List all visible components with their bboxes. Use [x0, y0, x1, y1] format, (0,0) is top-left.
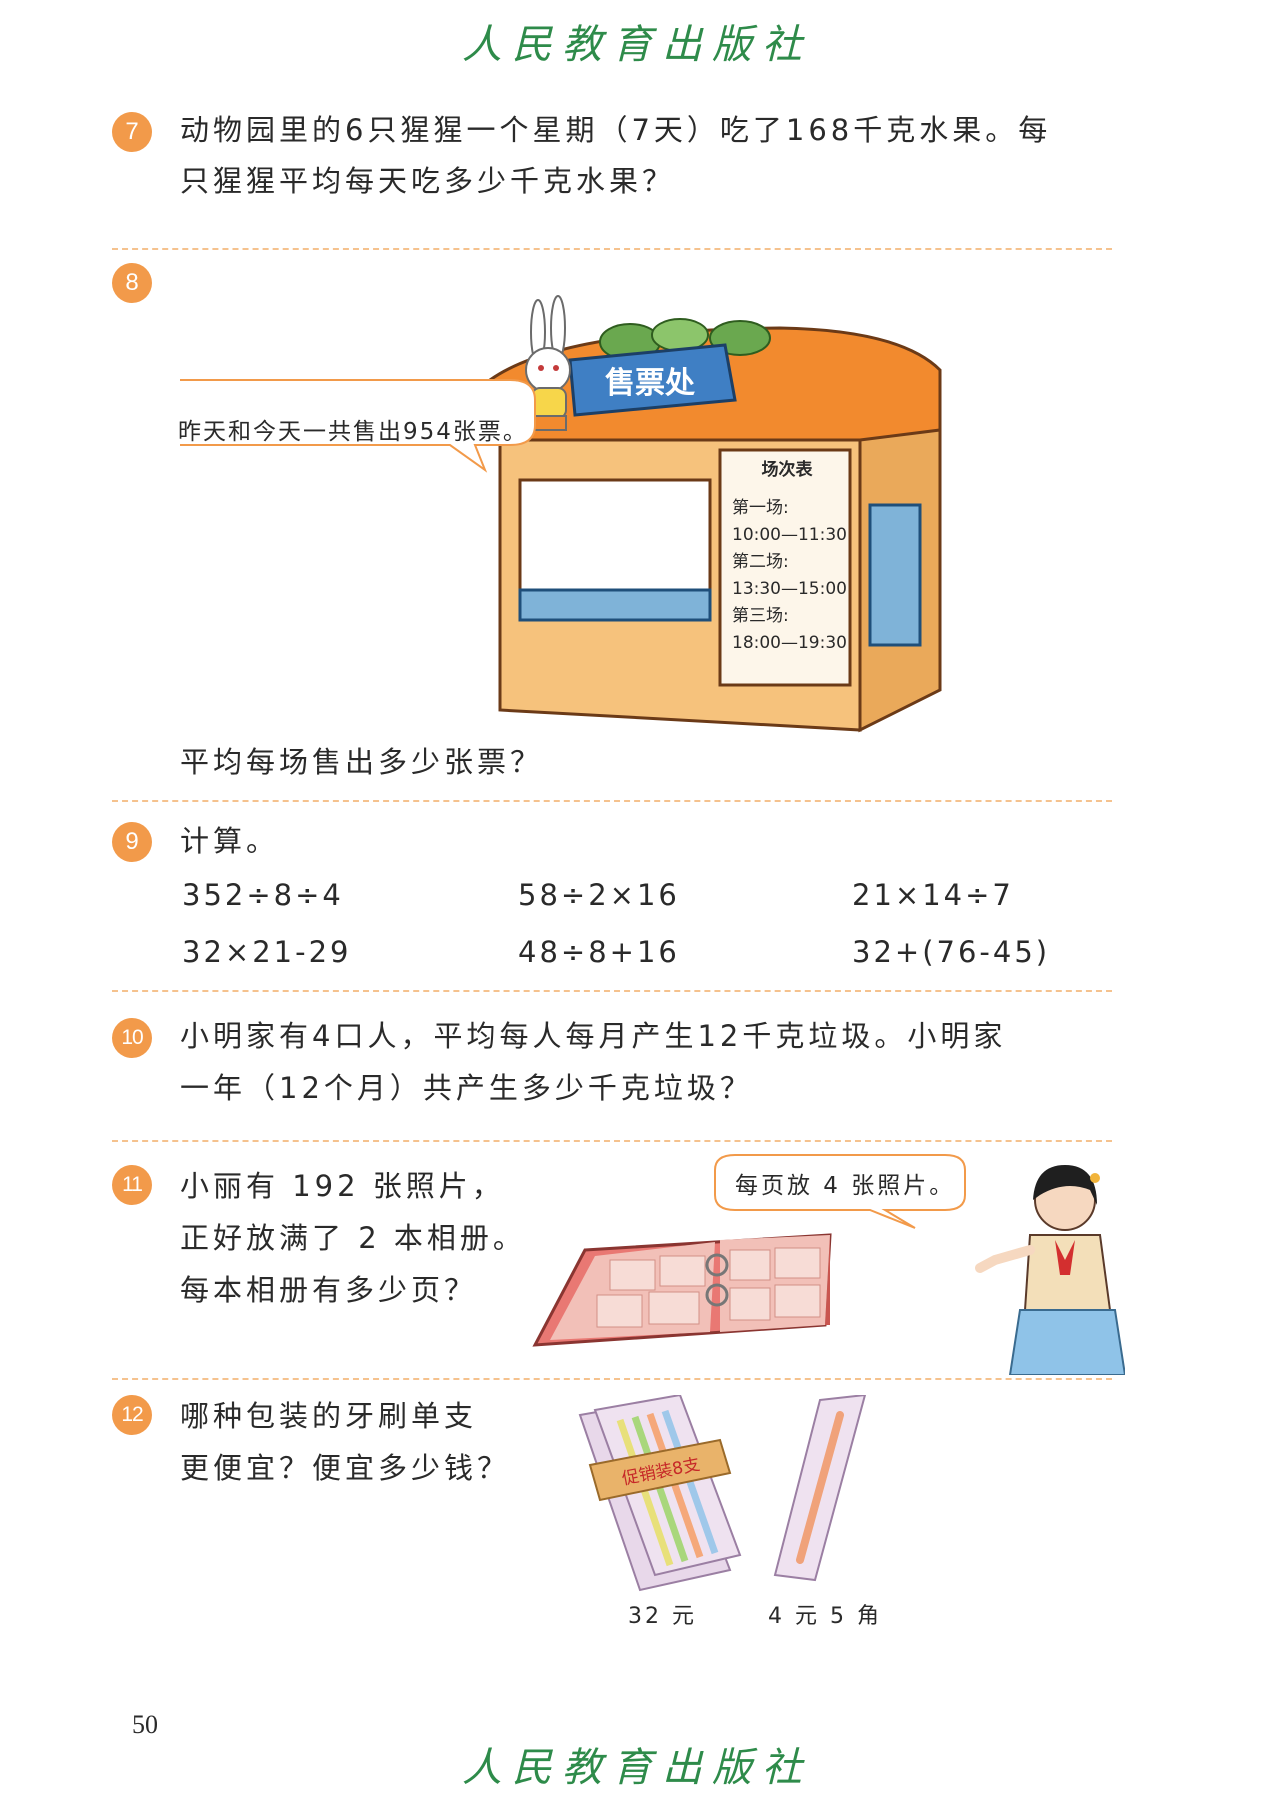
problem-7-line2: 只猩猩平均每天吃多少千克水果？: [180, 164, 676, 198]
schedule-title: 场次表: [761, 460, 813, 480]
expression: 32+(76-45): [852, 935, 1051, 969]
problem-number-7: 7: [112, 112, 152, 152]
toothbrush-single: [773, 1395, 867, 1582]
ticket-booth-illustration: 售票处: [180, 295, 942, 733]
problem-10-line2: 一年（12个月）共产生多少千克垃圾？: [180, 1071, 753, 1105]
schedule-item: 18:00—19:30: [732, 633, 847, 653]
problem-7-line1: 动物园里的6只猩猩一个星期（7天）吃了168千克水果。每: [180, 113, 1052, 147]
problem-number-10: 10: [112, 1018, 152, 1058]
schedule-list: 第一场: 10:00—11:30 第二场: 13:30—15:00 第三场: 1…: [732, 495, 847, 657]
schedule-item: 第二场:: [732, 552, 789, 572]
expression: 352÷8÷4: [182, 878, 344, 912]
toothbrush-illustration: 促销装8支: [578, 1395, 867, 1592]
separator: [112, 1140, 1112, 1142]
problem-11-line3: 每本相册有多少页？: [180, 1273, 478, 1307]
separator: [112, 990, 1112, 992]
price-single: 4 元 5 角: [768, 1604, 882, 1629]
problem-12-line1: 哪种包装的牙刷单支: [180, 1399, 478, 1433]
problem-number-9: 9: [112, 822, 152, 862]
expression: 48÷8+16: [518, 935, 680, 969]
girl-character: [975, 1165, 1125, 1375]
leaves-decoration: [599, 318, 771, 361]
schedule-item: 13:30—15:00: [732, 579, 847, 599]
problem-12-line2: 更便宜？便宜多少钱？: [180, 1451, 511, 1485]
page-number: 50: [132, 1710, 158, 1739]
problem-10-line1: 小明家有4口人，平均每人每月产生12千克垃圾。小明家: [180, 1019, 1007, 1053]
problem-number-8: 8: [112, 263, 152, 303]
problem-number-11: 11: [112, 1165, 152, 1205]
expression: 32×21-29: [182, 935, 352, 969]
separator: [112, 248, 1112, 250]
problem-number-12: 12: [112, 1395, 152, 1435]
problem-11-line1: 小丽有 192 张照片，: [180, 1169, 505, 1203]
problem-8-question: 平均每场售出多少张票？: [180, 745, 544, 779]
problem-9-instruction: 计算。: [180, 824, 280, 858]
rabbit-mascot: [525, 295, 571, 431]
photo-album-illustration: [532, 1154, 1125, 1375]
publisher-logo-top: 人民教育出版社: [462, 22, 812, 68]
album: [532, 1233, 832, 1347]
separator: [112, 800, 1112, 802]
toothbrush-pack: 促销装8支: [578, 1395, 742, 1592]
publisher-logo-bottom: 人民教育出版社: [462, 1745, 812, 1791]
speech-bubble-text: 昨天和今天一共售出954张票。: [178, 419, 528, 445]
speech-bubble-text: 每页放 4 张照片。: [735, 1173, 956, 1199]
expression: 21×14÷7: [852, 878, 1014, 912]
schedule-item: 第一场:: [732, 498, 789, 518]
separator: [112, 1378, 1112, 1380]
problem-11-line2: 正好放满了 2 本相册。: [180, 1221, 526, 1255]
schedule-item: 10:00—11:30: [732, 525, 847, 545]
schedule-item: 第三场:: [732, 606, 789, 626]
price-pack: 32 元: [628, 1604, 697, 1629]
booth-sign: 售票处: [605, 366, 695, 401]
expression: 58÷2×16: [518, 878, 680, 912]
